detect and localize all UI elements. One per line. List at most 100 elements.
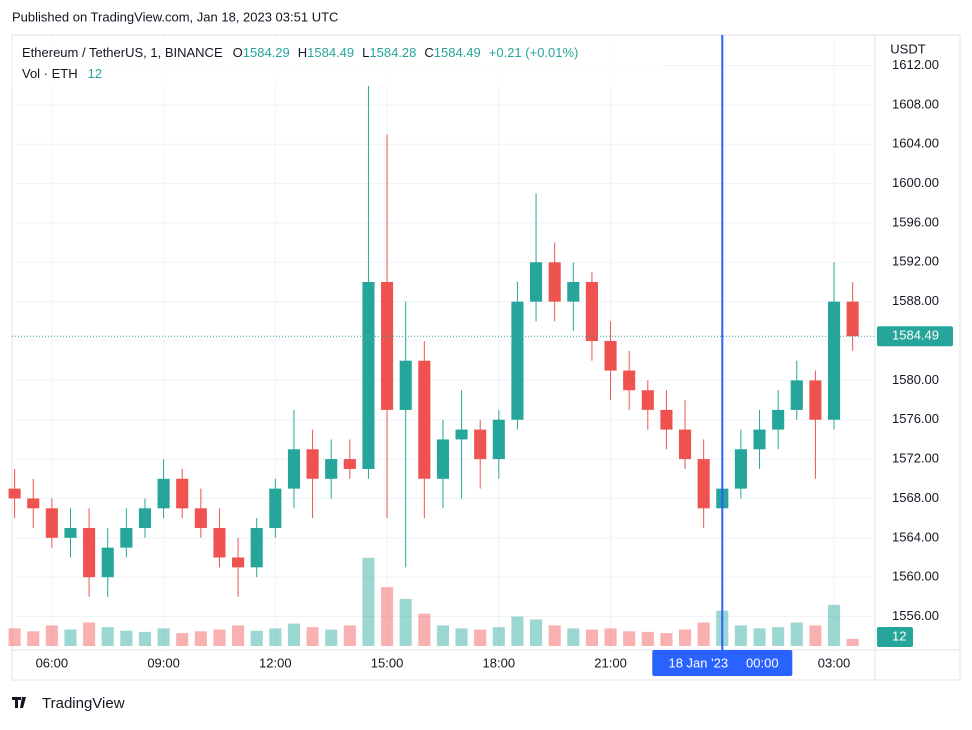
volume-bar	[362, 557, 375, 646]
volume-bar	[492, 627, 505, 646]
volume-bar	[697, 622, 710, 646]
y-tick-label: 1612.00	[892, 57, 939, 72]
volume-bars	[8, 557, 859, 646]
legend-item: 1584.28	[369, 45, 416, 60]
legend-item: Ethereum / TetherUS, 1, BINANCE	[22, 45, 223, 60]
volume-bar	[455, 628, 468, 646]
candle-body	[343, 459, 356, 469]
volume-bar	[678, 629, 692, 646]
published-note: Published on TradingView.com, Jan 18, 20…	[12, 9, 338, 24]
legend-item: 1584.49	[307, 45, 354, 60]
volume-bar	[567, 628, 580, 646]
volume-bar	[138, 631, 152, 646]
y-tick-label: 1576.00	[892, 411, 939, 426]
legend-line: Ethereum / TetherUS, 1, BINANCE O1584.29 H…	[22, 45, 578, 60]
last-price-box	[877, 326, 953, 347]
volume-bar	[287, 623, 301, 646]
candle-body	[381, 281, 394, 410]
brand: TradingView	[12, 695, 125, 712]
volume-bar	[474, 629, 487, 646]
candle-body	[455, 429, 468, 440]
candle-body	[101, 547, 114, 578]
legend-item: 1584.29	[243, 45, 290, 60]
candle-body	[8, 488, 21, 499]
candle-body	[399, 360, 412, 410]
candle-body	[138, 508, 152, 528]
y-tick-label: 1596.00	[892, 214, 939, 229]
volume-bar	[250, 630, 263, 646]
volume-legend: Vol · ETH 12	[22, 66, 102, 81]
candle-body	[548, 262, 561, 302]
currency: USDT	[890, 41, 925, 56]
candle-body	[809, 380, 822, 420]
y-tick-label: 1600.00	[892, 175, 939, 190]
volume-bar	[809, 625, 822, 646]
x-tick-label: 06:00	[36, 655, 69, 670]
candle-body	[530, 262, 543, 302]
legend-item: C	[424, 45, 433, 60]
volume-bar	[660, 633, 673, 646]
volume-last-label: 12	[892, 628, 906, 643]
candle-body	[269, 488, 282, 528]
candle-body	[511, 301, 524, 420]
axes: 1556.00 1560.00 1564.00 1568.00 1572.00 1576.…	[12, 35, 953, 676]
legend-item: 1584.49	[434, 45, 481, 60]
candle-body	[287, 449, 301, 489]
y-tick-label: 1556.00	[892, 608, 939, 623]
candle-body	[45, 508, 58, 538]
candle-body	[83, 527, 96, 578]
volume-bar	[213, 629, 226, 646]
x-tick-label: 03:00	[818, 655, 851, 670]
grid	[12, 35, 875, 650]
candle-body	[418, 360, 431, 479]
candle-body	[585, 281, 598, 342]
candle-body	[306, 449, 319, 479]
legend-bg	[12, 40, 662, 86]
volume-bar	[8, 628, 21, 646]
y-tick-label: 1604.00	[892, 136, 939, 151]
candle-body	[641, 390, 654, 410]
chart-frame	[11, 34, 961, 681]
volume-bar	[604, 628, 617, 646]
candle-body	[678, 429, 692, 460]
candle-body	[734, 449, 747, 489]
crosshair-date: 18 Jan '23	[668, 655, 728, 670]
candle-body	[660, 409, 673, 430]
candle-body	[790, 380, 803, 410]
brand-name: TradingView	[42, 695, 125, 712]
volume-bar	[753, 628, 766, 646]
volume-bar	[269, 628, 282, 646]
volume-bar	[101, 627, 114, 646]
x-tick-label: 09:00	[147, 655, 180, 670]
legend-item: O	[233, 45, 243, 60]
legend-item: 12	[88, 66, 102, 81]
volume-bar	[734, 625, 747, 646]
legend-item: L	[362, 45, 369, 60]
volume-last-box	[877, 627, 913, 647]
volume-bar	[306, 627, 319, 646]
candle-body	[827, 301, 841, 420]
volume-bar	[343, 625, 356, 646]
candle-body	[194, 508, 207, 528]
y-tick-label: 1568.00	[892, 490, 939, 505]
candle-body	[176, 478, 189, 509]
candle-body	[120, 527, 133, 548]
volume-bar	[623, 631, 636, 646]
crosshair-label-box	[652, 650, 793, 676]
volume-bar	[548, 625, 561, 646]
y-tick-label: 1580.00	[892, 372, 939, 387]
volume-bar	[194, 631, 207, 646]
y-tick-label: 1588.00	[892, 293, 939, 308]
volume-bar	[399, 598, 412, 646]
candle-body	[157, 478, 170, 509]
crosshair-time: 00:00	[746, 655, 779, 670]
last-price-label: 1584.49	[892, 328, 939, 343]
volume-bar	[790, 622, 803, 646]
legend-item: H	[298, 45, 307, 60]
volume-bar	[772, 627, 785, 646]
y-tick-label: 1608.00	[892, 96, 939, 111]
legend-item: Vol · ETH	[22, 66, 78, 81]
brand-logo	[12, 697, 26, 708]
candle-body	[753, 429, 766, 450]
